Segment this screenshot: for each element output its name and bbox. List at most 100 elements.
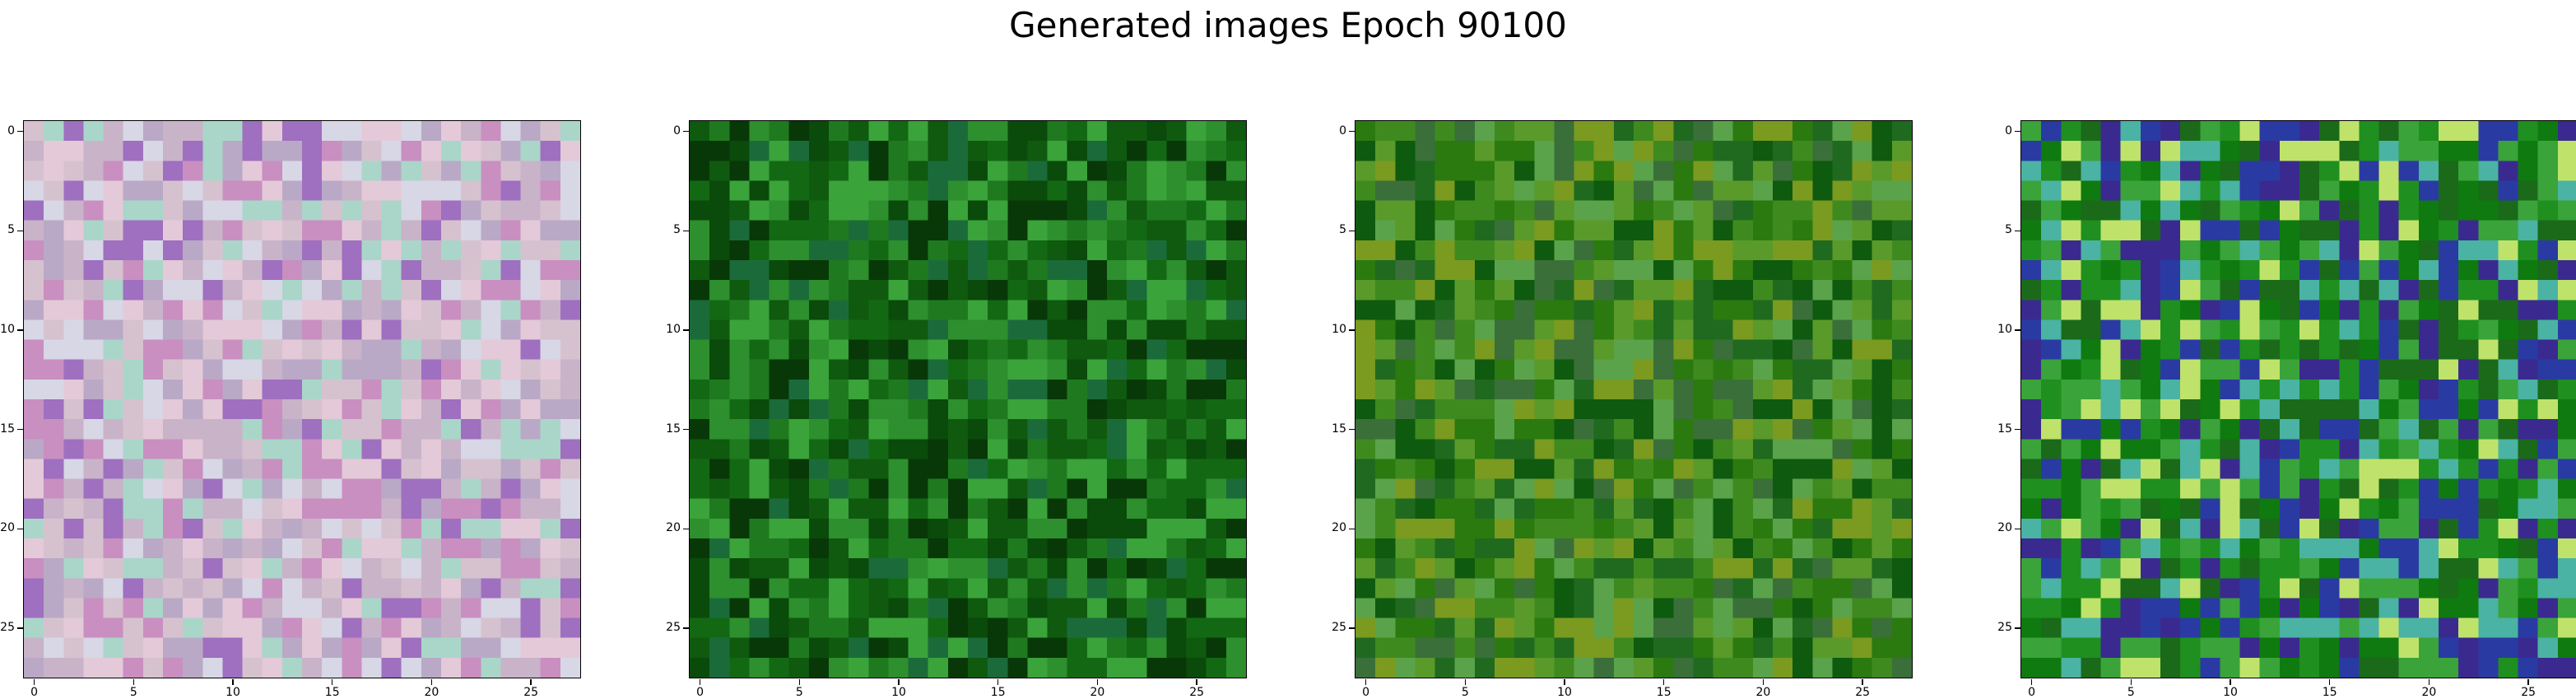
y-tick-label: 25	[1981, 621, 2012, 634]
x-tick-label: 5	[117, 686, 150, 699]
y-tick-label: 15	[1981, 422, 2012, 436]
x-tick-mark	[2230, 679, 2231, 685]
x-tick-label: 0	[2016, 686, 2048, 699]
y-tick-mark	[17, 429, 23, 431]
y-tick-label: 5	[649, 223, 681, 236]
image-panel-3	[1355, 120, 1913, 678]
y-tick-mark	[1349, 529, 1355, 530]
x-tick-mark	[997, 679, 999, 685]
x-tick-label: 15	[982, 686, 1015, 699]
x-tick-label: 20	[415, 686, 448, 699]
y-tick-label: 10	[0, 323, 15, 336]
x-tick-label: 10	[2214, 686, 2247, 699]
x-tick-label: 5	[1448, 686, 1481, 699]
y-tick-label: 20	[0, 521, 15, 534]
x-tick-mark	[1365, 679, 1367, 685]
x-tick-mark	[530, 679, 532, 685]
y-tick-mark	[2015, 529, 2020, 530]
x-tick-label: 25	[514, 686, 547, 699]
y-tick-label: 20	[649, 521, 681, 534]
x-tick-label: 15	[316, 686, 349, 699]
y-tick-mark	[683, 131, 689, 133]
y-tick-mark	[17, 231, 23, 232]
y-tick-label: 0	[1315, 124, 1346, 137]
y-tick-label: 0	[1981, 124, 2012, 137]
x-tick-label: 10	[1548, 686, 1581, 699]
image-panel-1	[23, 120, 581, 678]
y-tick-mark	[1349, 329, 1355, 331]
y-tick-label: 0	[649, 124, 681, 137]
x-tick-mark	[1862, 679, 1863, 685]
y-tick-mark	[17, 329, 23, 331]
y-tick-label: 25	[0, 621, 15, 634]
x-tick-mark	[2527, 679, 2529, 685]
y-tick-mark	[683, 529, 689, 530]
x-tick-mark	[1763, 679, 1765, 685]
y-tick-mark	[683, 231, 689, 232]
y-tick-mark	[2015, 131, 2020, 133]
y-tick-label: 5	[1981, 223, 2012, 236]
x-tick-label: 20	[1081, 686, 1114, 699]
x-tick-label: 25	[1846, 686, 1879, 699]
x-tick-label: 10	[882, 686, 915, 699]
x-tick-mark	[1564, 679, 1565, 685]
x-tick-mark	[2031, 679, 2033, 685]
x-tick-label: 0	[18, 686, 51, 699]
x-tick-label: 10	[216, 686, 249, 699]
y-tick-label: 25	[649, 621, 681, 634]
x-tick-label: 5	[2114, 686, 2147, 699]
x-tick-mark	[1465, 679, 1467, 685]
y-tick-label: 15	[0, 422, 15, 436]
y-tick-mark	[17, 131, 23, 133]
x-tick-mark	[1663, 679, 1665, 685]
y-tick-label: 5	[1315, 223, 1346, 236]
y-tick-label: 10	[1315, 323, 1346, 336]
y-tick-label: 20	[1315, 521, 1346, 534]
y-tick-mark	[1349, 627, 1355, 629]
image-panel-4	[2020, 120, 2576, 678]
image-panel-2	[689, 120, 1247, 678]
x-tick-mark	[133, 679, 135, 685]
x-tick-mark	[431, 679, 433, 685]
y-tick-mark	[2015, 329, 2020, 331]
y-tick-mark	[1349, 429, 1355, 431]
y-tick-mark	[2015, 429, 2020, 431]
figure-title: Generated images Epoch 90100	[0, 5, 2576, 45]
y-tick-mark	[1349, 131, 1355, 133]
y-tick-label: 15	[1315, 422, 1346, 436]
y-tick-mark	[683, 627, 689, 629]
x-tick-label: 20	[2412, 686, 2445, 699]
y-tick-label: 20	[1981, 521, 2012, 534]
x-tick-mark	[700, 679, 701, 685]
x-tick-mark	[34, 679, 35, 685]
x-tick-label: 20	[1746, 686, 1779, 699]
x-tick-label: 0	[1350, 686, 1383, 699]
x-tick-label: 25	[2512, 686, 2545, 699]
x-tick-mark	[232, 679, 234, 685]
x-tick-label: 25	[1180, 686, 1213, 699]
y-tick-label: 10	[649, 323, 681, 336]
y-tick-label: 10	[1981, 323, 2012, 336]
y-tick-mark	[2015, 231, 2020, 232]
y-tick-mark	[1349, 231, 1355, 232]
y-tick-label: 0	[0, 124, 15, 137]
x-tick-mark	[1196, 679, 1197, 685]
x-tick-label: 15	[1648, 686, 1681, 699]
y-tick-mark	[2015, 627, 2020, 629]
x-tick-label: 5	[783, 686, 816, 699]
x-tick-mark	[1097, 679, 1099, 685]
x-tick-mark	[2429, 679, 2430, 685]
y-tick-label: 5	[0, 223, 15, 236]
y-tick-label: 25	[1315, 621, 1346, 634]
x-tick-mark	[898, 679, 900, 685]
generated-image-4	[2021, 121, 2576, 678]
x-tick-mark	[332, 679, 333, 685]
x-tick-mark	[799, 679, 801, 685]
y-tick-mark	[683, 429, 689, 431]
y-tick-mark	[17, 627, 23, 629]
x-tick-mark	[2329, 679, 2331, 685]
x-tick-mark	[2131, 679, 2132, 685]
x-tick-label: 0	[684, 686, 717, 699]
x-tick-label: 15	[2313, 686, 2346, 699]
generated-image-2	[690, 121, 1246, 678]
